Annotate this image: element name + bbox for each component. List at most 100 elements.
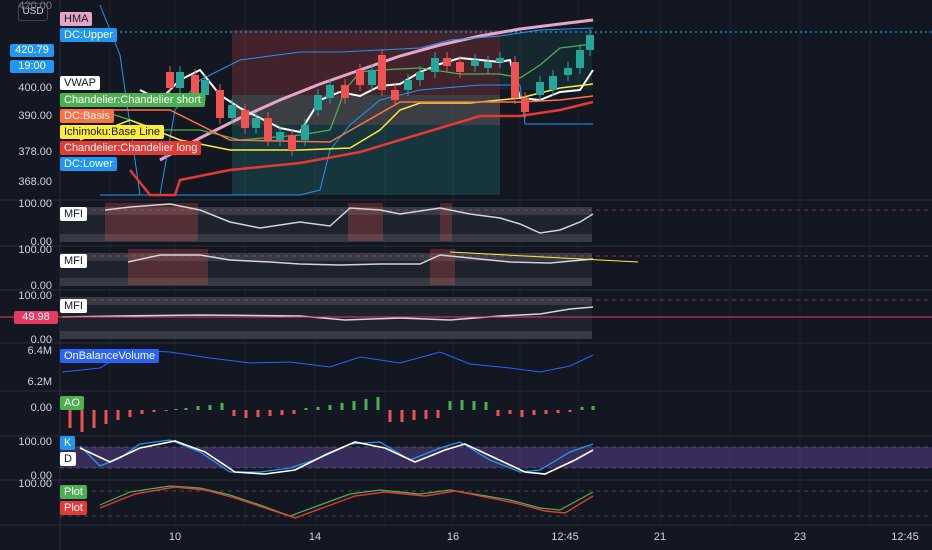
candle-body	[443, 58, 451, 66]
candle-body	[586, 35, 594, 50]
candle-body	[264, 118, 272, 140]
overlay-label[interactable]: DC:Basis	[60, 109, 114, 123]
ao-bar	[328, 405, 332, 410]
stoch-d-line	[79, 440, 594, 475]
candle-body	[166, 72, 174, 88]
mfi3-band-top	[60, 297, 592, 305]
ao-bar	[164, 410, 168, 411]
zone-red	[232, 30, 500, 125]
mfi2-band-bottom	[60, 278, 592, 286]
pane-axis-tick: 0.00	[30, 470, 52, 482]
currency-selector[interactable]: USD	[18, 3, 48, 21]
ao-bar	[448, 401, 452, 410]
mfi2-trendline	[449, 251, 639, 263]
pane-label[interactable]: AO	[60, 396, 84, 410]
candle-body	[191, 75, 199, 95]
pane-axis-tick: 0.00	[30, 402, 52, 414]
ao-bar	[196, 406, 200, 410]
candle-body	[416, 72, 424, 80]
pane-axis-tick: 100.00	[18, 478, 52, 490]
mfi2-ob-zone	[430, 249, 455, 285]
price-axis-tick: 378.00	[18, 146, 52, 158]
pane-axis-tick: 0.00	[30, 334, 52, 346]
time-axis-label: 12:45	[891, 531, 919, 543]
ao-bar	[140, 410, 144, 414]
ao-bar	[184, 408, 188, 410]
ao-bar	[104, 410, 108, 424]
pane-label-secondary[interactable]: Plot	[60, 501, 87, 515]
overlay-label[interactable]: DC:Lower	[60, 157, 117, 171]
candle-body	[368, 70, 376, 85]
ao-bar	[424, 410, 428, 419]
candle-body	[484, 62, 492, 68]
ao-bar	[208, 405, 212, 410]
candle-body	[201, 80, 209, 95]
ao-bar	[340, 403, 344, 410]
candle-body	[549, 76, 557, 90]
overlay-label[interactable]: VWAP	[60, 76, 100, 90]
ao-bar	[220, 403, 224, 410]
candle-body	[216, 90, 224, 118]
time-axis-label: 12:45	[551, 531, 579, 543]
price-axis-tick: 420.00	[18, 0, 52, 12]
candle-body	[511, 62, 519, 98]
plot-red-line	[99, 486, 594, 519]
overlay-label[interactable]: Chandelier:Chandelier long	[60, 141, 202, 155]
pane-label[interactable]: MFI	[60, 254, 87, 268]
pane-label[interactable]: Plot	[60, 485, 87, 499]
ao-bar	[152, 410, 156, 412]
candle-body	[288, 135, 296, 150]
ao-bar	[68, 410, 72, 428]
pane-axis-tick: 6.4M	[27, 345, 52, 357]
ao-bar	[80, 410, 84, 432]
overlay-label[interactable]: HMA	[60, 12, 93, 26]
time-axis-label: 10	[168, 531, 182, 543]
mfi3-band-bottom	[60, 331, 592, 339]
ao-bar	[400, 410, 404, 422]
pane-label[interactable]: OnBalanceVolume	[60, 349, 160, 363]
mfi1-band-bottom	[60, 234, 592, 242]
ao-bar	[412, 410, 416, 420]
pane-axis-tick: 100.00	[18, 198, 52, 210]
overlay-label[interactable]: DC:Upper	[60, 28, 117, 42]
candle-body	[391, 90, 399, 100]
time-axis-label: 16	[446, 531, 460, 543]
mfi2-band-mid	[60, 261, 592, 278]
ao-bar	[304, 408, 308, 410]
mfi2-band-top	[60, 253, 592, 261]
candle-body	[252, 118, 260, 128]
pane-axis-tick: 100.00	[18, 436, 52, 448]
candle-body	[326, 85, 334, 98]
ichimoku-base-line	[79, 83, 594, 151]
mfi3-value-badge: 49.98	[14, 311, 58, 324]
mfi1-ob-zone	[440, 203, 452, 241]
ao-bar	[460, 400, 464, 410]
candle-body	[496, 58, 504, 62]
candle-body	[276, 132, 284, 140]
zone-green	[232, 95, 500, 195]
time-axis-label: 14	[308, 531, 322, 543]
overlay-label[interactable]: Ichimoku:Base Line	[60, 125, 164, 139]
ao-bar	[364, 399, 368, 410]
candle-body	[341, 85, 349, 98]
ao-bar	[232, 410, 236, 416]
overlay-label[interactable]: Chandelier:Chandelier short	[60, 93, 205, 107]
mfi2-line	[127, 254, 594, 266]
dc-basis-line	[100, 95, 594, 143]
candle-body	[301, 125, 309, 140]
candle-body	[471, 60, 479, 66]
ao-bar	[472, 401, 476, 410]
candle-body	[228, 105, 236, 118]
pane-label[interactable]: MFI	[60, 207, 87, 221]
pane-label[interactable]: K	[60, 436, 76, 450]
ao-bar	[352, 401, 356, 410]
pane-label-secondary[interactable]: D	[60, 452, 76, 466]
ao-bar	[484, 402, 488, 410]
pane-axis-tick: 0.00	[30, 280, 52, 292]
candle-body	[564, 68, 572, 75]
candle-body	[576, 50, 584, 68]
price-axis-tick: 390.00	[18, 110, 52, 122]
ao-bar	[580, 407, 584, 410]
pane-label[interactable]: MFI	[60, 299, 87, 313]
